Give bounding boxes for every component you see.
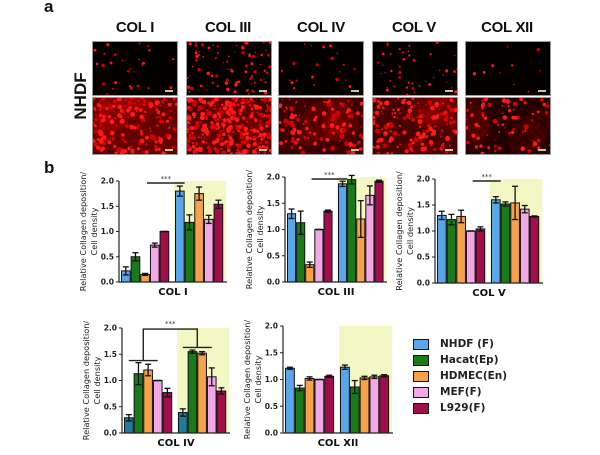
svg-text:1.0: 1.0 <box>417 227 430 236</box>
column-title-col-iii: COL III <box>205 19 251 36</box>
svg-text:Relative Collagen deposition/C: Relative Collagen deposition/Cell densit… <box>81 321 102 441</box>
svg-text:Relative Collagen deposition/C: Relative Collagen deposition/Cell densit… <box>242 320 263 440</box>
micrograph-top-4 <box>372 41 458 96</box>
panel-b-label: b <box>44 158 55 177</box>
legend-swatch-icon <box>413 386 429 398</box>
svg-text:1.5: 1.5 <box>267 199 280 208</box>
svg-text:0.0: 0.0 <box>104 429 117 438</box>
bar-chart-col-v: Relative Collagen deposition/Cell densit… <box>394 166 553 305</box>
legend-item-l929: L929(F) <box>413 400 507 416</box>
legend-label: Hacat(Ep) <box>440 354 499 366</box>
svg-text:0.0: 0.0 <box>265 429 278 438</box>
row-label-nhdf: NHDF <box>71 72 90 120</box>
svg-text:Relative Collagen deposition/C: Relative Collagen deposition/Cell densit… <box>78 172 99 292</box>
svg-text:COL V: COL V <box>472 288 506 299</box>
svg-text:2.0: 2.0 <box>265 322 278 331</box>
legend: NHDF (F) Hacat(Ep) HDMEC(En) MEF(F) L929… <box>413 336 507 416</box>
svg-text:0.5: 0.5 <box>417 253 430 262</box>
svg-text:0.0: 0.0 <box>417 279 430 288</box>
svg-text:1.5: 1.5 <box>101 202 114 211</box>
legend-swatch-icon <box>413 402 429 414</box>
svg-text:1.5: 1.5 <box>265 348 278 357</box>
svg-text:0.5: 0.5 <box>265 402 278 411</box>
bar-chart-col-iii: Relative Collagen deposition/Cell densit… <box>244 164 397 304</box>
micrograph-bottom-3 <box>278 97 364 155</box>
svg-text:***: *** <box>165 320 176 328</box>
column-title-col-i: COL I <box>115 19 155 36</box>
legend-label: NHDF (F) <box>440 338 494 350</box>
svg-text:1.0: 1.0 <box>101 227 114 236</box>
bar-chart-col-xii: Relative Collagen deposition/Cell densit… <box>242 313 403 455</box>
micrograph-bottom-5 <box>465 97 551 155</box>
micrograph-bottom-1 <box>92 97 178 155</box>
bar-chart-col-iv: Relative Collagen deposition/Cell densit… <box>81 315 240 455</box>
legend-item-nhdf: NHDF (F) <box>413 336 507 352</box>
bar-chart-col-i: Relative Collagen deposition/Cell densit… <box>78 168 237 304</box>
micrograph-bottom-4 <box>372 97 458 155</box>
svg-text:***: *** <box>161 175 172 183</box>
column-title-col-xii: COL XII <box>481 19 533 36</box>
micrograph-bottom-2 <box>186 97 272 155</box>
legend-label: HDMEC(En) <box>440 370 508 382</box>
svg-text:COL I: COL I <box>158 287 187 298</box>
legend-item-mef: MEF(F) <box>413 384 507 400</box>
svg-text:***: *** <box>481 173 492 181</box>
svg-text:COL III: COL III <box>318 287 355 298</box>
micrograph-top-2 <box>186 41 272 96</box>
svg-text:1.5: 1.5 <box>104 350 117 359</box>
micrograph-top-1 <box>92 41 178 96</box>
legend-label: MEF(F) <box>440 386 482 398</box>
legend-swatch-icon <box>413 370 429 382</box>
legend-item-hacat: Hacat(Ep) <box>413 352 507 368</box>
svg-text:0.5: 0.5 <box>104 402 117 411</box>
svg-text:2.0: 2.0 <box>417 175 430 184</box>
svg-text:1.0: 1.0 <box>265 375 278 384</box>
svg-text:0.0: 0.0 <box>101 278 114 287</box>
svg-text:COL IV: COL IV <box>157 438 194 449</box>
svg-text:Relative Collagen deposition/C: Relative Collagen deposition/Cell densit… <box>244 170 265 290</box>
svg-text:0.0: 0.0 <box>267 278 280 287</box>
legend-swatch-icon <box>413 338 429 350</box>
svg-text:1.0: 1.0 <box>267 225 280 234</box>
svg-text:***: *** <box>324 171 335 179</box>
micrograph-top-5 <box>465 41 551 96</box>
column-title-col-v: COL V <box>391 19 437 36</box>
svg-text:2.0: 2.0 <box>267 173 280 182</box>
panel-a-label: a <box>44 0 54 16</box>
svg-text:0.5: 0.5 <box>267 251 280 260</box>
svg-text:1.5: 1.5 <box>417 201 430 210</box>
svg-text:0.5: 0.5 <box>101 252 114 261</box>
column-title-col-iv: COL IV <box>297 19 345 36</box>
svg-text:2.0: 2.0 <box>104 324 117 333</box>
legend-item-hdmec: HDMEC(En) <box>413 368 507 384</box>
svg-text:2.0: 2.0 <box>101 177 114 186</box>
svg-text:COL XII: COL XII <box>318 438 359 449</box>
micrograph-top-3 <box>278 41 364 96</box>
legend-label: L929(F) <box>440 402 486 414</box>
svg-text:1.0: 1.0 <box>104 376 117 385</box>
svg-text:Relative Collagen deposition/C: Relative Collagen deposition/Cell densit… <box>394 171 415 291</box>
legend-swatch-icon <box>413 354 429 366</box>
